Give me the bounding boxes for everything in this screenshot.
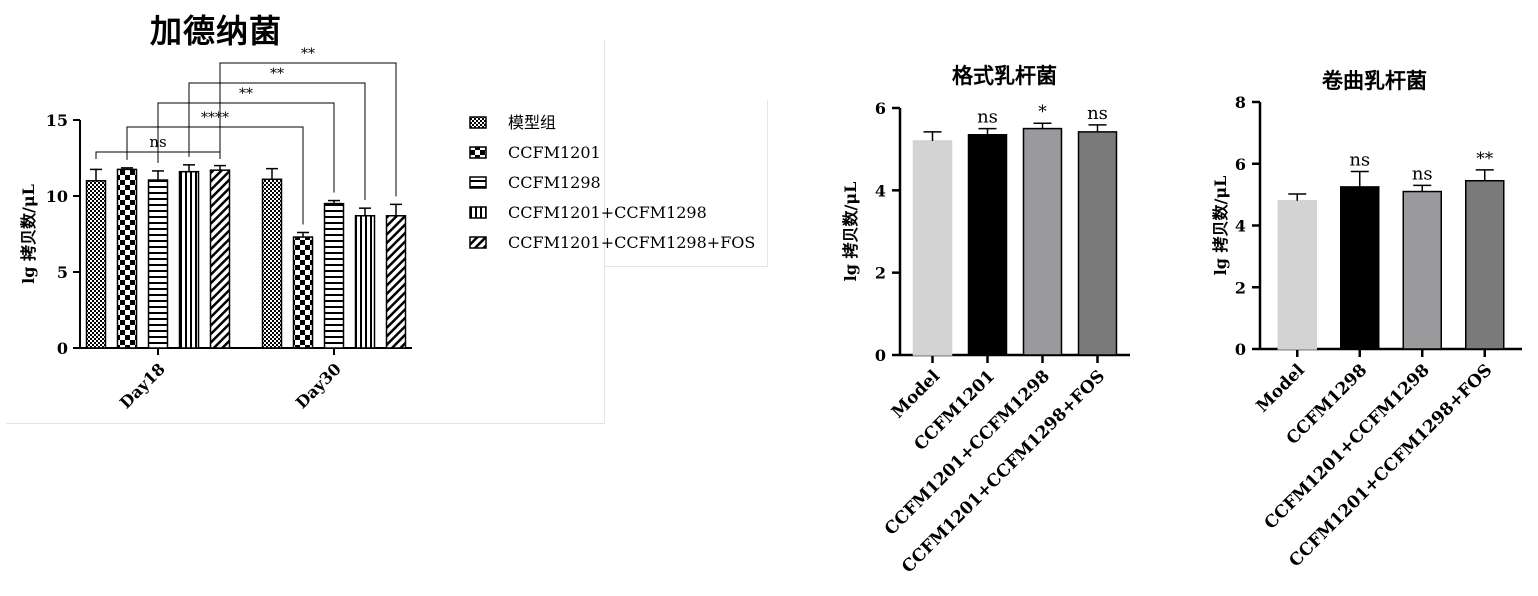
bar bbox=[147, 179, 169, 349]
significance-label: ** bbox=[1476, 149, 1494, 169]
legend-item: CCFM1201+CCFM1298+FOS bbox=[469, 233, 755, 252]
bar bbox=[1340, 186, 1380, 350]
legend-swatch bbox=[469, 236, 487, 249]
legend-swatch bbox=[469, 176, 487, 189]
significance-label: ns bbox=[977, 107, 998, 128]
legend-label: CCFM1201+CCFM1298+FOS bbox=[508, 233, 755, 252]
significance-bracket: ** bbox=[188, 66, 366, 201]
significance-label: * bbox=[1038, 102, 1047, 122]
legend-swatch bbox=[469, 206, 487, 219]
bar bbox=[1277, 200, 1317, 350]
y-tick-label: 2 bbox=[875, 264, 886, 283]
y-tick-label: 2 bbox=[1235, 278, 1246, 297]
chart-frame bbox=[6, 40, 605, 424]
lactobacillus-gasseri-chart-panel: 格式乳杆菌 0 2 4 6 lg 拷贝数/μL Model CCFM1201 CCFM1201… bbox=[830, 50, 1160, 595]
legend-label: CCFM1201+CCFM1298 bbox=[508, 203, 707, 222]
bracket-line bbox=[157, 102, 335, 193]
y-tick-label: 0 bbox=[1235, 340, 1246, 359]
legend-label: CCFM1201 bbox=[508, 143, 601, 162]
bar bbox=[1077, 131, 1118, 356]
legend: 模型组 CCFM1201 CCFM1298 CCFM1201+CCFM1298 CCFM… bbox=[469, 113, 755, 252]
y-axis-label: lg 拷贝数/μL bbox=[841, 182, 860, 282]
bracket-line bbox=[219, 62, 397, 197]
gardnerella-chart-panel: 加德纳菌 bbox=[0, 0, 790, 440]
legend-item: 模型组 bbox=[469, 113, 556, 132]
significance-label: ns bbox=[1087, 103, 1108, 124]
x-tick-label: Day30 bbox=[292, 359, 345, 412]
chart-title: 加德纳菌 bbox=[150, 12, 283, 50]
legend-swatch bbox=[469, 116, 487, 129]
legend-item: CCFM1201 bbox=[469, 143, 601, 162]
y-tick-label: 5 bbox=[57, 263, 68, 282]
significance-bracket: **** bbox=[126, 110, 304, 225]
y-tick-label: 8 bbox=[1235, 93, 1246, 112]
bracket-line bbox=[126, 126, 304, 225]
y-tick-label: 4 bbox=[1235, 217, 1246, 236]
lactobacillus-crispatus-chart-panel: 卷曲乳杆菌 0 2 4 6 8 lg 拷贝数/μL Model CCFM1298 CCFM120… bbox=[1200, 55, 1538, 595]
y-tick-label: 15 bbox=[46, 111, 68, 130]
legend-label: CCFM1298 bbox=[508, 173, 601, 192]
y-tick-label: 0 bbox=[875, 346, 886, 365]
bar bbox=[292, 236, 314, 349]
bracket-line bbox=[188, 82, 366, 201]
significance-label: ** bbox=[270, 66, 284, 82]
bar bbox=[1465, 179, 1505, 350]
bars bbox=[85, 164, 407, 349]
bar bbox=[261, 178, 283, 349]
significance-label: ns bbox=[1412, 163, 1433, 184]
significance-bracket: ** bbox=[219, 46, 397, 197]
legend-item: CCFM1298 bbox=[469, 173, 601, 192]
bar bbox=[85, 180, 107, 349]
bars: ns * ns bbox=[912, 102, 1118, 356]
bar bbox=[967, 134, 1008, 356]
legend-swatch bbox=[469, 146, 487, 159]
bar bbox=[385, 215, 407, 349]
chart-title: 格式乳杆菌 bbox=[952, 63, 1057, 88]
bars: ns ns ** bbox=[1277, 149, 1505, 350]
bar bbox=[354, 215, 376, 349]
bar bbox=[1402, 190, 1442, 350]
y-tick-label: 6 bbox=[1235, 155, 1246, 174]
y-tick-label: 0 bbox=[57, 339, 68, 358]
y-tick-label: 10 bbox=[46, 187, 68, 206]
significance-bracket: ** bbox=[157, 86, 335, 193]
bar bbox=[912, 140, 953, 356]
bar bbox=[178, 170, 200, 349]
bar bbox=[1022, 127, 1063, 356]
significance-label: ** bbox=[239, 86, 253, 102]
bar bbox=[323, 202, 345, 349]
significance-label: ns bbox=[1349, 149, 1370, 170]
chart-title: 卷曲乳杆菌 bbox=[1322, 68, 1427, 93]
x-tick-label: Model bbox=[1253, 360, 1309, 416]
x-tick-label: Day18 bbox=[116, 359, 169, 412]
y-tick-label: 6 bbox=[875, 99, 886, 118]
y-axis-label: lg 拷贝数/μL bbox=[19, 184, 38, 284]
significance-brackets: ns********** bbox=[95, 46, 397, 225]
significance-label: ** bbox=[301, 46, 315, 62]
legend-frame bbox=[604, 100, 768, 267]
significance-label: **** bbox=[201, 110, 229, 126]
legend-label: 模型组 bbox=[508, 113, 556, 132]
y-tick-label: 4 bbox=[875, 181, 886, 200]
x-tick-label: CCFM1201+CCFM1298+FOS bbox=[898, 366, 1109, 577]
legend-item: CCFM1201+CCFM1298 bbox=[469, 203, 707, 222]
bar bbox=[116, 168, 138, 349]
bar bbox=[209, 169, 231, 349]
y-axis-label: lg 拷贝数/μL bbox=[1211, 176, 1230, 276]
